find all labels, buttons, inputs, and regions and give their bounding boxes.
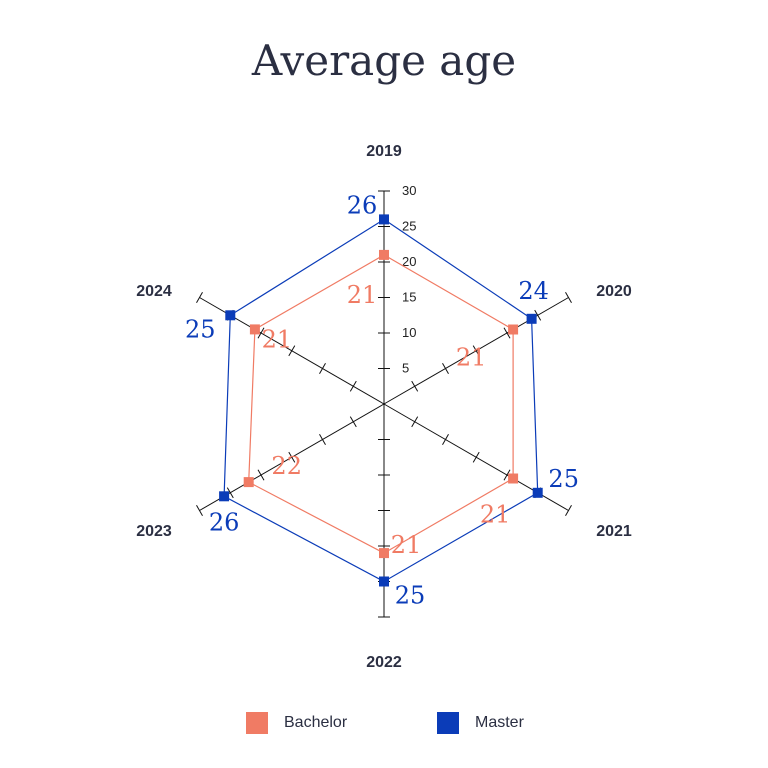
legend-label-master: Master xyxy=(475,714,524,731)
data-label-bachelor-2020: 21 xyxy=(456,344,487,372)
legend-swatch-master xyxy=(437,712,459,734)
data-point-bachelor-2019 xyxy=(379,249,389,260)
category-label-2020: 2020 xyxy=(596,283,632,300)
chart-title: Average age xyxy=(251,36,517,85)
tick-mark xyxy=(503,327,511,339)
tick-mark xyxy=(257,469,265,481)
tick-mark xyxy=(319,363,326,374)
data-label-master-2024: 25 xyxy=(185,315,216,343)
data-label-bachelor-2023: 22 xyxy=(271,452,302,480)
series-line-bachelor xyxy=(248,254,514,554)
tick-label: 30 xyxy=(402,183,416,198)
data-label-bachelor-2021: 21 xyxy=(480,501,511,529)
radar-series xyxy=(219,214,543,587)
tick-mark xyxy=(196,505,203,516)
radar-labels: 2019 2020 2021 2022 2023 2024 21 21 21 21 22 21 26 24… xyxy=(136,143,632,671)
tick-mark xyxy=(288,345,296,357)
data-label-bachelor-2019: 21 xyxy=(347,281,378,309)
tick-mark xyxy=(565,505,572,516)
tick-label: 15 xyxy=(402,290,416,305)
legend: Bachelor Master xyxy=(0,712,768,742)
tick-mark xyxy=(411,416,419,428)
tick-mark xyxy=(349,380,357,392)
data-point-master-2023 xyxy=(219,491,230,502)
tick-mark xyxy=(565,292,572,303)
radar-ticks: 5 10 15 20 25 30 xyxy=(196,183,572,618)
legend-label-bachelor: Bachelor xyxy=(284,714,348,731)
tick-mark xyxy=(472,345,480,357)
data-label-master-2022: 25 xyxy=(395,582,426,610)
legend-item-master: Master xyxy=(437,712,524,734)
tick-mark xyxy=(288,451,296,463)
category-label-2024: 2024 xyxy=(136,283,172,300)
data-label-master-2020: 24 xyxy=(518,277,549,305)
data-point-bachelor-2024 xyxy=(249,324,260,335)
legend-item-bachelor: Bachelor xyxy=(246,712,347,734)
data-point-master-2020 xyxy=(526,313,537,324)
data-label-bachelor-2024: 21 xyxy=(262,325,293,353)
data-point-master-2019 xyxy=(379,214,389,225)
tick-mark xyxy=(411,380,419,392)
tick-label: 20 xyxy=(402,254,416,269)
data-label-master-2023: 26 xyxy=(209,508,240,536)
data-point-bachelor-2020 xyxy=(508,324,519,335)
category-label-2023: 2023 xyxy=(136,523,172,540)
data-point-master-2022 xyxy=(379,576,389,587)
tick-mark xyxy=(196,292,203,303)
tick-label: 25 xyxy=(402,219,416,234)
tick-mark xyxy=(442,363,449,374)
tick-mark xyxy=(534,309,542,321)
tick-label: 10 xyxy=(402,325,416,340)
tick-mark xyxy=(257,327,265,339)
category-label-2021: 2021 xyxy=(596,523,632,540)
data-point-bachelor-2023 xyxy=(243,477,254,488)
tick-mark xyxy=(503,469,511,481)
tick-label: 5 xyxy=(402,361,409,376)
tick-mark xyxy=(472,451,480,463)
data-label-bachelor-2022: 21 xyxy=(391,531,422,559)
tick-mark xyxy=(349,416,357,428)
data-point-master-2021 xyxy=(532,487,543,498)
tick-mark xyxy=(319,434,326,445)
data-point-bachelor-2022 xyxy=(379,548,389,559)
data-point-master-2024 xyxy=(225,310,236,321)
legend-swatch-bachelor xyxy=(246,712,268,734)
data-label-master-2019: 26 xyxy=(347,191,378,219)
data-label-master-2021: 25 xyxy=(548,465,579,493)
tick-mark xyxy=(442,434,449,445)
tick-mark xyxy=(226,487,234,499)
category-label-2022: 2022 xyxy=(366,654,402,671)
data-point-bachelor-2021 xyxy=(508,473,519,484)
category-label-2019: 2019 xyxy=(366,143,402,160)
